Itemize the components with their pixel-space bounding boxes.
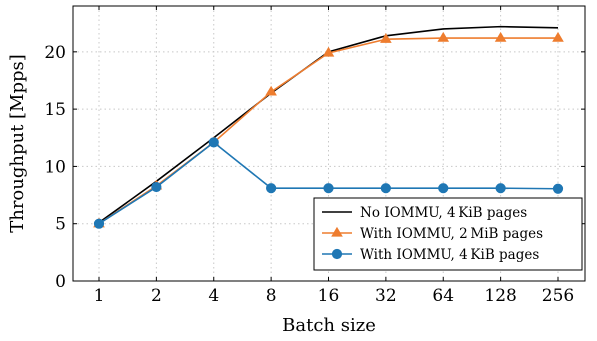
- data-point: [151, 181, 162, 193]
- data-point: [494, 31, 507, 42]
- legend-entry: With IOMMU, 4 KiB pages: [322, 247, 539, 263]
- series-3: [93, 137, 564, 229]
- legend-label: With IOMMU, 4 KiB pages: [360, 247, 539, 263]
- x-tick-label: 8: [266, 286, 277, 306]
- series-layer: [93, 25, 564, 229]
- y-tick-label: 20: [44, 43, 66, 63]
- x-tick-label: 4: [208, 286, 219, 306]
- y-tick-label: 5: [55, 215, 66, 235]
- legend-entry: No IOMMU, 4 KiB pages: [322, 205, 527, 221]
- legend-marker: [331, 248, 343, 260]
- y-tick-label: 10: [44, 157, 66, 177]
- x-tick-label: 256: [542, 286, 574, 306]
- data-point: [266, 183, 277, 194]
- x-axis-title: Batch size: [282, 315, 376, 336]
- y-tick-label: 0: [55, 272, 66, 292]
- data-point: [552, 31, 564, 42]
- data-point: [208, 137, 219, 148]
- data-point: [93, 218, 105, 229]
- data-point: [438, 183, 449, 194]
- data-point: [552, 183, 564, 194]
- y-axis-title: Throughput [Mpps]: [7, 54, 28, 233]
- axis-ticks: 1 2 4 8 16 32 64 128 256 0 5 10 15 20: [44, 6, 585, 306]
- data-point: [437, 31, 450, 42]
- legend: No IOMMU, 4 KiB pages With IOMMU, 2 MiB p…: [313, 197, 583, 271]
- x-tick-label: 64: [432, 286, 454, 306]
- legend-box: [313, 197, 583, 271]
- x-tick-label: 2: [151, 286, 162, 306]
- x-tick-label: 1: [94, 286, 105, 306]
- legend-label: No IOMMU, 4 KiB pages: [360, 205, 527, 221]
- x-tick-label: 16: [318, 286, 340, 306]
- data-point: [380, 183, 391, 194]
- x-tick-label: 128: [484, 286, 516, 306]
- data-point: [380, 33, 392, 43]
- legend-marker: [331, 226, 343, 237]
- x-tick-label: 32: [375, 286, 397, 306]
- legend-entry: With IOMMU, 2 MiB pages: [322, 226, 543, 242]
- data-point: [265, 85, 277, 96]
- data-point: [322, 46, 335, 57]
- data-point: [495, 183, 506, 194]
- legend-label: With IOMMU, 2 MiB pages: [360, 226, 543, 242]
- y-tick-label: 15: [44, 100, 66, 120]
- data-point: [323, 183, 334, 194]
